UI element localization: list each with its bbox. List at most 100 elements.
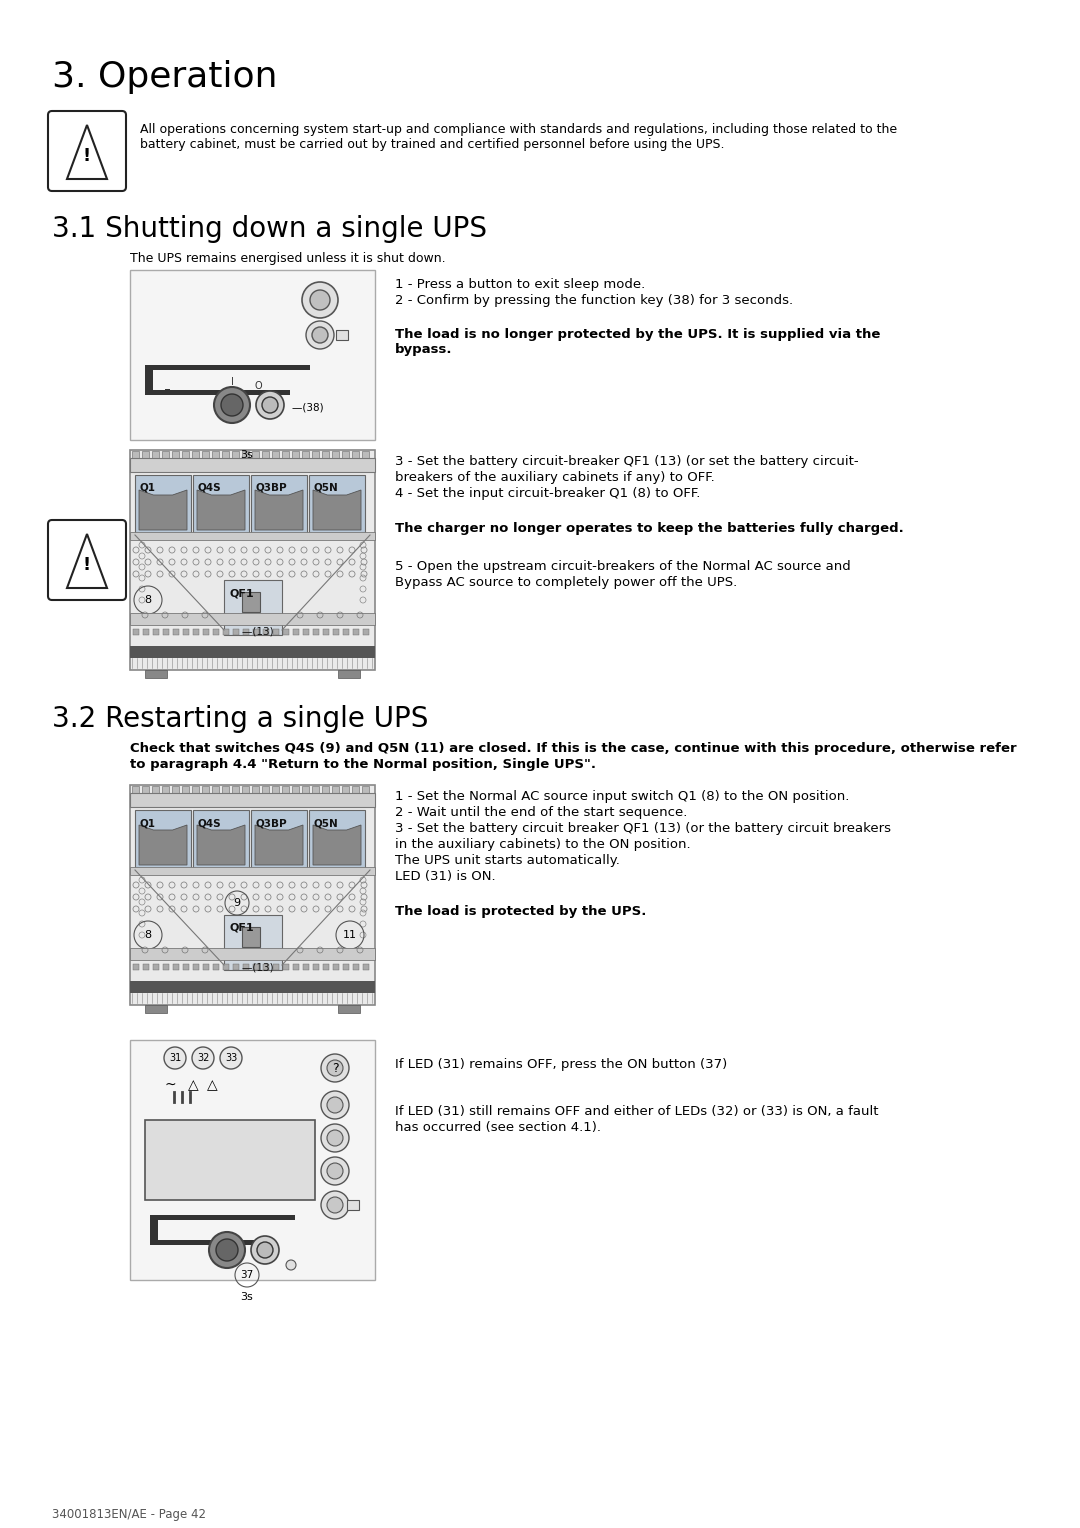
FancyBboxPatch shape [48,520,126,601]
Polygon shape [67,533,107,588]
Text: Q1: Q1 [139,483,156,494]
Circle shape [312,327,328,342]
Text: to paragraph 4.4 "Return to the Normal position, Single UPS".: to paragraph 4.4 "Return to the Normal p… [130,758,596,772]
Bar [309,475,365,535]
Bar [283,630,289,636]
Text: Q5N: Q5N [313,817,338,828]
Bar [243,964,249,970]
Bar [362,785,369,793]
Circle shape [306,321,334,348]
Bar [233,964,239,970]
Bar [130,793,375,807]
Text: 3 - Set the battery circuit breaker QF1 (13) (or the battery circuit breakers: 3 - Set the battery circuit breaker QF1 … [395,822,891,834]
Bar [332,451,339,458]
Text: QF1: QF1 [229,923,254,934]
Text: Q1: Q1 [139,817,156,828]
Bar [141,785,149,793]
Text: 3s: 3s [241,451,254,460]
Bar [162,785,168,793]
Text: 31: 31 [168,1053,181,1063]
Polygon shape [313,825,361,865]
Circle shape [327,1097,343,1112]
Text: Bypass AC source to completely power off the UPS.: Bypass AC source to completely power off… [395,576,738,588]
Bar [192,451,199,458]
Bar [363,630,369,636]
Text: 8: 8 [145,594,151,605]
Bar [152,785,159,793]
Text: 5 - Open the upstream circuit-breakers of the Normal AC source and: 5 - Open the upstream circuit-breakers o… [395,559,851,573]
Bar [213,964,219,970]
Bar [150,1215,295,1219]
Bar [273,964,279,970]
Bar [251,475,307,535]
Bar [322,785,329,793]
Text: 1 - Set the Normal AC source input switch Q1 (8) to the ON position.: 1 - Set the Normal AC source input switc… [395,790,849,804]
Bar [343,964,349,970]
Bar [193,630,199,636]
Circle shape [216,1239,238,1261]
Bar [145,365,310,370]
Bar [130,981,375,993]
Text: If LED (31) remains OFF, press the ON button (37): If LED (31) remains OFF, press the ON bu… [395,1057,727,1071]
Bar [130,646,375,659]
Bar [130,785,375,1005]
Bar [145,370,153,390]
Bar [153,964,159,970]
Bar [192,785,199,793]
Text: O: O [254,380,261,391]
Bar [153,630,159,636]
Bar [347,1199,359,1210]
Bar [253,630,259,636]
Bar [130,532,375,539]
FancyBboxPatch shape [48,112,126,191]
Polygon shape [255,490,303,530]
Bar [145,390,291,396]
Polygon shape [139,825,187,865]
Bar [141,451,149,458]
Bar [282,785,289,793]
Bar [293,630,299,636]
Text: 11: 11 [343,931,357,940]
Text: The charger no longer operates to keep the batteries fully charged.: The charger no longer operates to keep t… [395,523,904,535]
Bar [313,964,319,970]
Text: 4 - Set the input circuit-breaker Q1 (8) to OFF.: 4 - Set the input circuit-breaker Q1 (8)… [395,487,700,500]
Bar [133,964,139,970]
Bar [150,1241,275,1245]
Text: 2 - Wait until the end of the start sequence.: 2 - Wait until the end of the start sequ… [395,805,687,819]
Bar [342,785,349,793]
Circle shape [221,394,243,416]
Text: 33: 33 [225,1053,238,1063]
Bar [130,451,375,669]
Bar [152,451,159,458]
Text: The UPS remains energised unless it is shut down.: The UPS remains energised unless it is s… [130,252,446,264]
Text: Q3BP: Q3BP [255,483,286,494]
Bar [203,964,210,970]
Bar [251,810,307,869]
Bar [163,964,168,970]
Text: 3s: 3s [241,1293,254,1302]
Bar [313,630,319,636]
Bar [303,964,309,970]
Bar [133,630,139,636]
Circle shape [220,1047,242,1070]
Bar [282,451,289,458]
Text: ~: ~ [164,1077,176,1093]
Bar [262,785,269,793]
Bar [145,1005,167,1013]
Bar [242,785,249,793]
Bar [232,451,239,458]
Bar [338,669,360,678]
Text: Q3BP: Q3BP [255,817,286,828]
Bar [242,451,249,458]
Bar [283,964,289,970]
Bar [212,451,219,458]
Circle shape [214,387,249,423]
Bar [173,964,179,970]
Bar [303,630,309,636]
Bar [264,630,269,636]
Bar [292,785,299,793]
Circle shape [321,1125,349,1152]
Text: breakers of the auxiliary cabinets if any) to OFF.: breakers of the auxiliary cabinets if an… [395,471,715,484]
Bar [130,947,375,960]
Bar [202,451,210,458]
